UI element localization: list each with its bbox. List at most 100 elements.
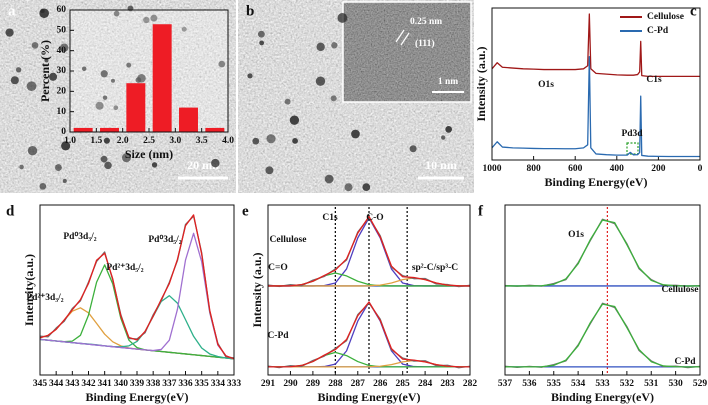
x-axis-label: Binding Energy(eV): [85, 390, 188, 404]
particle: [211, 158, 220, 168]
particle: [31, 42, 39, 49]
x-tick-label: 345: [33, 379, 48, 389]
particle: [100, 155, 108, 163]
particle: [337, 13, 348, 23]
annotation: Pd²⁺3d₃/₂: [26, 293, 63, 303]
annotation: C=O: [268, 263, 288, 273]
series-line: [39, 214, 235, 360]
x-axis-label: Size (nm): [125, 147, 173, 161]
particle: [259, 40, 265, 46]
series-line: [39, 264, 235, 360]
annotation: C1s: [322, 213, 338, 223]
particle: [61, 141, 71, 151]
series-line: [268, 215, 471, 287]
scale-label: 10 nm: [425, 158, 457, 172]
x-tick-label: 343: [65, 379, 80, 389]
lattice-plane: (111): [415, 38, 435, 49]
highlight-box: [626, 142, 639, 155]
particle: [409, 145, 417, 153]
lattice-spacing: 0.25 nm: [410, 17, 442, 27]
particle: [151, 162, 158, 168]
legend-label: Cellulose: [647, 12, 684, 22]
particle: [113, 105, 119, 111]
panel-label: d: [6, 203, 15, 219]
panel-label: c: [690, 3, 697, 19]
particle: [95, 101, 104, 110]
x-tick-label: 535: [547, 379, 562, 389]
particle: [44, 58, 49, 63]
annotation: C-Pd: [267, 331, 289, 341]
plot-frame: [504, 204, 701, 376]
y-tick-label: 50: [57, 26, 67, 36]
x-tick-label: 336: [178, 379, 193, 389]
annotation: Pd⁰3d₅/₂: [148, 234, 181, 245]
x-tick-label: 335: [195, 379, 210, 389]
annotation: Cellulose: [270, 235, 307, 245]
inset-frame: [342, 1, 472, 103]
particle: [59, 43, 69, 53]
particle: [26, 81, 37, 92]
panel-label: e: [242, 203, 249, 219]
particle: [40, 8, 45, 14]
particle: [81, 66, 87, 71]
x-tick-label: 0: [698, 164, 703, 174]
y-axis-label: Intensity (a.u.): [250, 252, 264, 327]
x-tick-label: 288: [328, 379, 343, 389]
particle: [27, 146, 38, 156]
bar: [100, 127, 119, 132]
particle: [110, 78, 116, 83]
particle: [362, 183, 371, 192]
particle: [19, 164, 24, 170]
plot-frame: [267, 204, 471, 376]
y-axis-label: Percent (%): [38, 40, 52, 102]
particle: [331, 42, 338, 49]
lattice-mark: [400, 32, 410, 46]
x-tick-label: 286: [373, 379, 388, 389]
particle: [103, 137, 110, 144]
x-tick-label: 2.5: [143, 136, 155, 146]
x-tick-label: 536: [522, 379, 537, 389]
annotation: C-O: [366, 213, 383, 223]
annotation: Cellulose: [662, 285, 699, 295]
particle: [292, 137, 299, 144]
inset-scale-label: 1 nm: [438, 77, 458, 87]
micrographs: 20 nm 10 nm 0.25 nm (111) 1 nm: [0, 0, 639, 193]
scale-label: 20 nm: [187, 158, 219, 172]
particle: [181, 26, 187, 32]
particle: [102, 95, 108, 100]
y-tick-label: 30: [57, 66, 67, 76]
lattice-mark: [395, 29, 405, 43]
particle: [137, 74, 146, 83]
series-line: [505, 219, 700, 287]
x-axis-label: Binding Energy(eV): [544, 175, 647, 189]
annotation: Pd⁰3d₃/₂: [63, 231, 96, 242]
particle: [150, 14, 158, 22]
y-tick-label: 0: [61, 127, 66, 137]
bar: [73, 127, 93, 132]
x-tick-label: 529: [693, 379, 708, 389]
series-line: [39, 232, 235, 360]
x-tick-label: 3.0: [169, 136, 181, 146]
particle: [48, 72, 58, 81]
series-line: [268, 301, 471, 368]
x-tick-label: 534: [571, 379, 586, 389]
x-tick-label: 339: [130, 379, 145, 389]
particle: [100, 70, 108, 78]
series-line: [505, 303, 700, 368]
y-tick-label: 60: [57, 5, 67, 15]
series-line: [504, 218, 701, 287]
x-tick-label: 340: [114, 379, 129, 389]
series-line: [491, 13, 700, 78]
x-tick-label: 537: [498, 379, 513, 389]
x-tick-label: 531: [644, 379, 659, 389]
x-tick-label: 333: [227, 379, 242, 389]
x-tick-label: 282: [463, 379, 478, 389]
particle: [441, 135, 446, 140]
particle: [351, 129, 360, 139]
series-line: [491, 55, 700, 158]
x-tick-label: 4.0: [222, 136, 234, 146]
x-tick-label: 600: [568, 164, 583, 174]
x-axis-label: Binding Energy(eV): [317, 390, 420, 404]
x-tick-label: 2.0: [117, 136, 129, 146]
